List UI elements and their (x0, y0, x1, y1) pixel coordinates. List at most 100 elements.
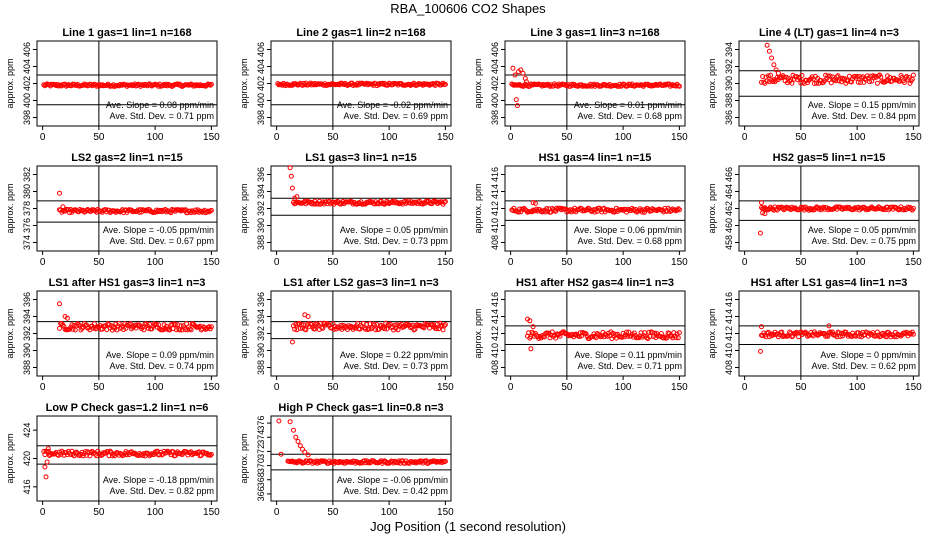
y-tick-label: 396 (256, 292, 266, 307)
data-point (125, 208, 131, 214)
data-point (880, 207, 886, 213)
data-point (599, 209, 605, 215)
panel-title: LS1 after HS1 gas=3 lin=1 n=3 (49, 277, 206, 289)
data-point (305, 452, 311, 458)
data-point (867, 79, 872, 85)
panel-title: LS2 gas=2 lin=1 n=15 (71, 152, 183, 164)
data-point (404, 321, 410, 327)
data-point (106, 453, 112, 459)
y-axis-label: approx. ppm (707, 308, 717, 358)
data-point (90, 325, 96, 331)
data-point (112, 208, 118, 214)
slope-annotation: Ave. Slope = 0.09 ppm/min (106, 350, 214, 360)
x-tick-label: 150 (203, 132, 220, 143)
x-tick-label: 100 (615, 257, 632, 268)
x-tick-label: 100 (381, 257, 398, 268)
data-point (57, 190, 62, 196)
data-point (759, 324, 764, 330)
data-point (827, 329, 833, 335)
y-tick-label: 412 (490, 326, 500, 341)
data-point (869, 78, 875, 84)
y-tick-label: 398 (22, 110, 32, 125)
data-point (675, 335, 681, 341)
data-point (61, 323, 67, 329)
data-point (79, 325, 85, 331)
data-point (904, 74, 910, 79)
data-point (558, 82, 564, 88)
y-axis-label: approx. ppm (239, 183, 249, 233)
data-point (365, 460, 371, 466)
chart-panel: LS2 gas=2 lin=1 n=15 0 50 100 150 374 376 378 38… (5, 152, 220, 268)
data-point (523, 79, 529, 85)
data-point (832, 77, 838, 83)
data-point (76, 322, 82, 328)
data-point (540, 208, 546, 214)
data-point (910, 205, 916, 211)
y-tick-label: 404 (22, 59, 32, 74)
panel-title: LS1 after LS2 gas=3 lin=1 n=3 (283, 277, 439, 289)
slope-annotation: Ave. Slope = 0.11 ppm/min (575, 350, 682, 360)
data-point (287, 419, 293, 425)
data-point (592, 209, 598, 215)
data-point (117, 81, 123, 87)
data-point (88, 449, 94, 455)
data-point (438, 323, 444, 329)
data-point (332, 323, 338, 329)
data-point (44, 459, 50, 465)
data-point (295, 439, 301, 444)
data-point (331, 326, 337, 332)
panel-title: LS1 gas=3 lin=1 n=15 (305, 152, 417, 164)
data-point (526, 330, 532, 336)
data-point (610, 330, 616, 336)
x-tick-label: 50 (327, 507, 339, 518)
data-point (45, 446, 51, 452)
std-dev-annotation: Ave. Std. Dev. = 0.42 ppm (344, 486, 448, 496)
data-point (287, 165, 293, 171)
y-axis-label: approx. ppm (239, 308, 249, 358)
y-tick-label: 406 (22, 42, 32, 57)
y-tick-label: 414 (724, 309, 734, 324)
y-axis-label: approx. ppm (707, 58, 717, 108)
slope-annotation: Ave. Slope = 0.06 ppm/min (574, 225, 682, 235)
data-point (795, 77, 800, 83)
y-tick-label: 424 (22, 423, 32, 438)
y-tick-label: 416 (490, 292, 500, 307)
data-point (60, 204, 66, 210)
data-point (512, 72, 518, 78)
data-point (365, 82, 371, 88)
x-tick-label: 150 (905, 132, 922, 143)
data-point (441, 323, 447, 329)
x-tick-label: 150 (437, 507, 454, 518)
chart-panel: Low P Check gas=1.2 lin=1 n=6 0 50 100 150 41… (5, 402, 220, 518)
data-point (430, 322, 436, 327)
data-point (789, 80, 795, 86)
x-tick-label: 100 (381, 382, 398, 393)
slope-annotation: Ave. Slope = 0.08 ppm/min (106, 100, 214, 110)
data-point (414, 322, 420, 328)
data-point (66, 207, 71, 213)
x-tick-label: 0 (40, 382, 46, 393)
y-tick-label: 404 (490, 59, 500, 74)
data-point (160, 327, 166, 333)
y-tick-label: 374 (256, 430, 266, 445)
data-point (773, 77, 779, 83)
std-dev-annotation: Ave. Std. Dev. = 0.68 ppm (578, 111, 682, 121)
y-tick-label: 408 (490, 360, 500, 375)
slope-annotation: Ave. Slope = -0.05 ppm/min (103, 225, 214, 235)
y-tick-label: 462 (724, 201, 734, 216)
x-tick-label: 100 (849, 132, 866, 143)
data-point (345, 83, 350, 88)
data-point (513, 97, 519, 103)
x-tick-label: 0 (508, 132, 514, 143)
data-point (764, 78, 770, 84)
data-point (595, 82, 601, 88)
data-point (174, 327, 179, 333)
data-point (91, 321, 97, 327)
data-point (372, 322, 377, 328)
data-point (55, 83, 61, 89)
data-point (204, 82, 210, 88)
x-tick-label: 100 (147, 507, 164, 518)
data-point (766, 48, 772, 54)
x-tick-label: 0 (40, 507, 46, 518)
